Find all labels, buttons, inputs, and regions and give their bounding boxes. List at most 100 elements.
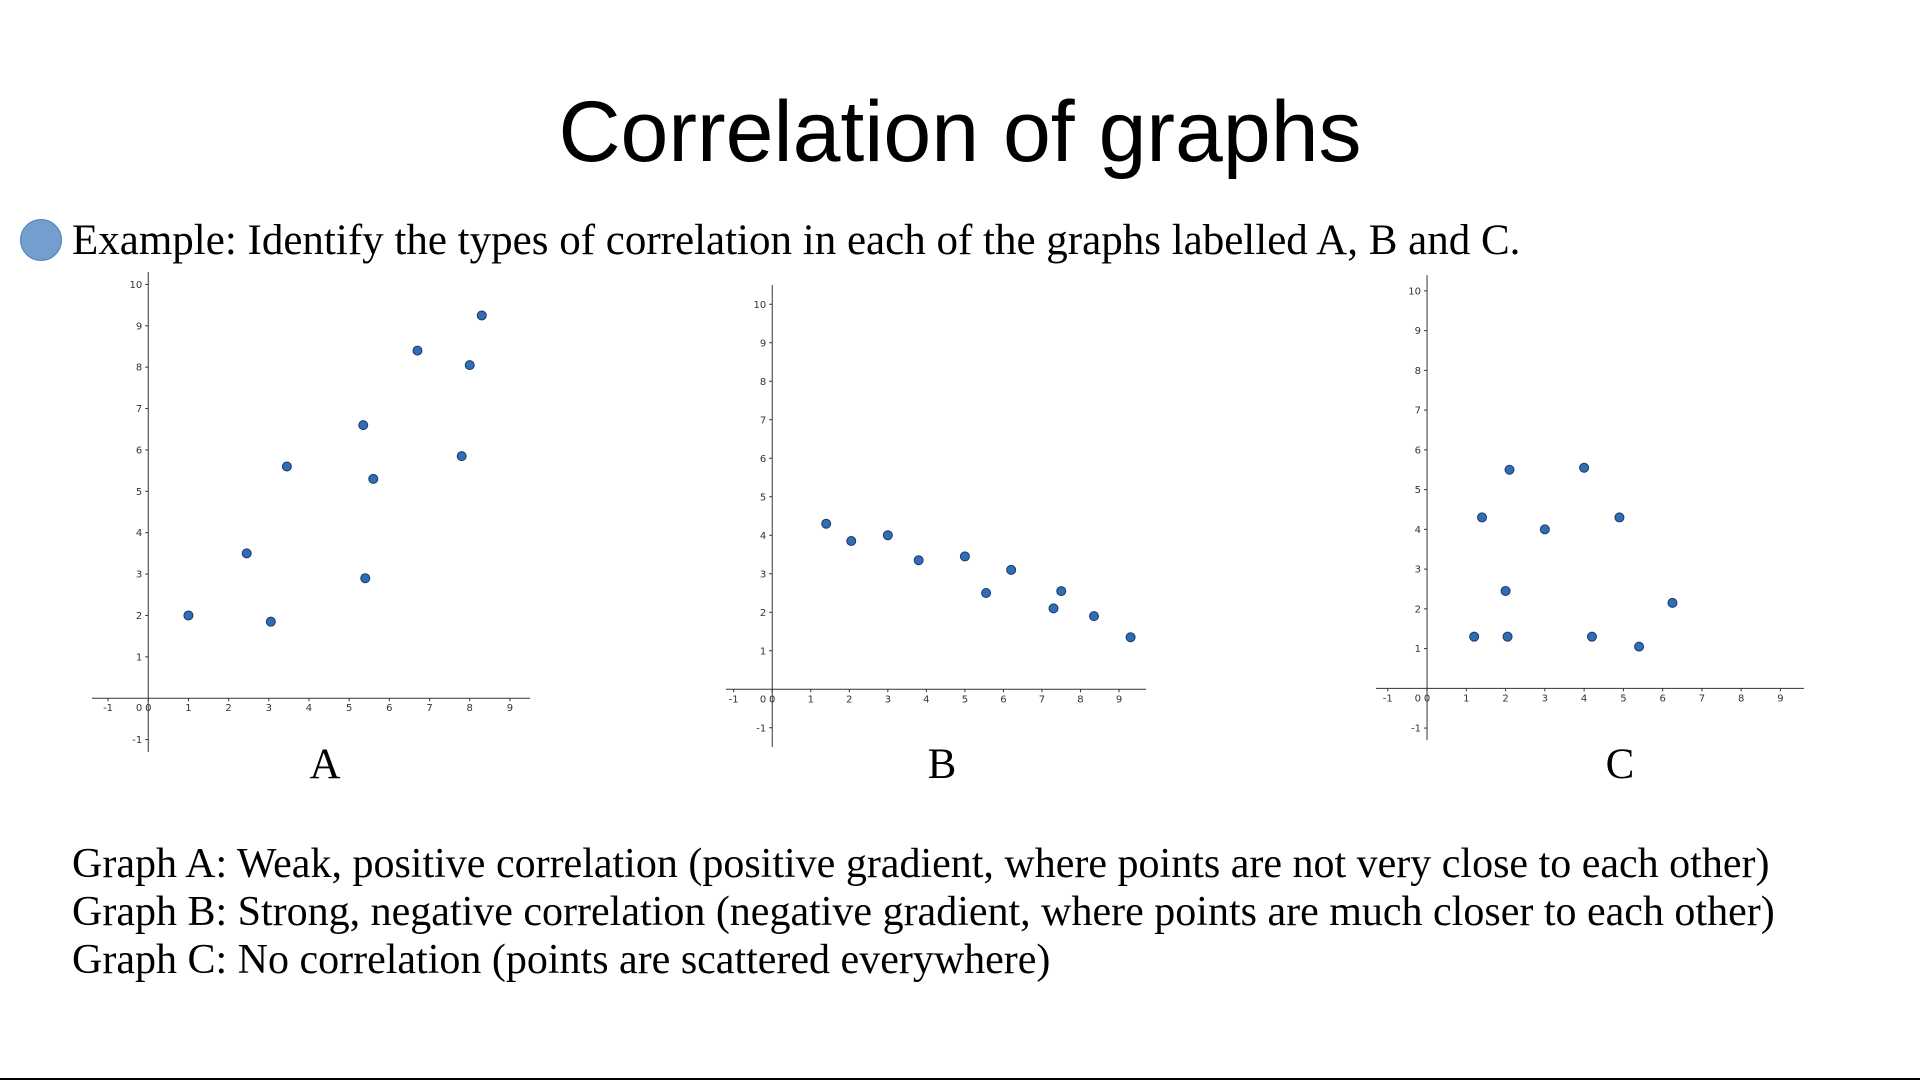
x-tick-label: 7 <box>426 703 432 714</box>
x-tick-label: 8 <box>467 703 473 714</box>
x-tick-label: 0 <box>769 694 775 705</box>
data-point <box>1006 564 1017 575</box>
data-point <box>981 588 992 598</box>
chart-label-a: A <box>309 741 341 788</box>
answer-graph-b: Graph B: Strong, negative correlation (n… <box>72 889 1775 935</box>
x-tick-label: 4 <box>306 703 312 714</box>
x-tick-label: 7 <box>1699 693 1705 704</box>
x-tick-label: 2 <box>1502 693 1508 704</box>
scatter-chart-a: -1 0 1 2 3 4 5 6 7 8 9 0 -1 1 2 3 4 5 6 7 8 9 10 <box>92 272 530 752</box>
y-tick-label: 10 <box>754 300 767 311</box>
data-point <box>882 530 893 541</box>
scatter-chart-b: -1 0 1 2 3 4 5 6 7 8 9 0 -1 1 2 3 4 5 6 7 8 9 10 <box>726 285 1146 747</box>
bullet-row: Example: Identify the types of correlati… <box>20 214 1520 266</box>
data-point <box>1634 641 1645 652</box>
y-tick-label: 1 <box>136 652 142 663</box>
x-tick-label: 5 <box>346 703 352 714</box>
y-tick-label: 1 <box>1415 644 1421 655</box>
bottom-rule <box>0 1078 1920 1080</box>
data-point <box>1502 631 1513 642</box>
y-tick-label: 2 <box>136 611 142 622</box>
data-point <box>913 555 924 566</box>
data-point <box>1469 631 1480 642</box>
y-tick-label: 6 <box>1415 445 1421 456</box>
x-tick-label: 6 <box>1000 694 1006 705</box>
answer-graph-a: Graph A: Weak, positive correlation (pos… <box>72 841 1770 887</box>
y-tick-label: 9 <box>760 338 766 349</box>
data-point <box>360 573 371 584</box>
x-tick-label: 2 <box>225 703 231 714</box>
data-point <box>1125 632 1136 643</box>
x-tick-label: 2 <box>846 694 852 705</box>
x-tick-label: 8 <box>1738 693 1744 704</box>
x-tick-label: 1 <box>1463 693 1469 704</box>
y-tick-label: 5 <box>136 487 142 498</box>
y-tick-label: 5 <box>1415 485 1421 496</box>
data-point <box>821 518 832 529</box>
answer-graph-c: Graph C: No correlation (points are scat… <box>72 937 1051 983</box>
x-tick-label: 4 <box>1581 693 1587 704</box>
y-tick-label: 4 <box>136 528 142 539</box>
x-tick-label: 5 <box>1620 693 1626 704</box>
data-point <box>1477 512 1488 523</box>
data-point <box>368 473 379 484</box>
data-point <box>183 610 194 621</box>
answers-block: Graph A: Weak, positive correlation (pos… <box>72 840 1775 984</box>
x-tick-label: 1 <box>808 694 814 705</box>
y-tick-label: -1 <box>1411 724 1421 735</box>
data-point <box>1614 512 1625 523</box>
data-point <box>1539 524 1550 535</box>
y-tick-label: 4 <box>1415 525 1421 536</box>
data-point <box>281 461 292 472</box>
y-tick-label: 2 <box>760 608 766 619</box>
origin-label: 0 <box>1415 693 1421 704</box>
x-tick-label: -1 <box>1383 693 1393 704</box>
x-tick-label: -1 <box>729 694 739 705</box>
chart-label-c: C <box>1605 741 1635 788</box>
x-tick-label: 9 <box>1777 693 1783 704</box>
data-point <box>1056 586 1067 597</box>
y-tick-label: 7 <box>1415 406 1421 417</box>
y-tick-label: 4 <box>760 531 766 542</box>
x-tick-label: 4 <box>923 694 929 705</box>
bullet-dot-icon <box>20 219 62 261</box>
x-tick-label: 5 <box>962 694 968 705</box>
y-tick-label: 6 <box>136 445 142 456</box>
x-tick-label: 6 <box>1659 693 1665 704</box>
x-tick-label: 9 <box>1116 694 1122 705</box>
x-tick-label: -1 <box>103 703 113 714</box>
y-tick-label: 10 <box>1408 286 1421 297</box>
y-tick-label: -1 <box>132 735 142 746</box>
y-tick-label: 3 <box>1415 565 1421 576</box>
x-tick-label: 0 <box>1424 693 1430 704</box>
data-point <box>1048 603 1059 614</box>
data-point <box>1504 464 1515 475</box>
y-tick-label: 3 <box>760 569 766 580</box>
y-tick-label: 8 <box>136 363 142 374</box>
data-point <box>265 616 276 627</box>
data-point <box>1088 611 1099 622</box>
data-point <box>1500 585 1511 596</box>
y-tick-label: 9 <box>136 321 142 332</box>
data-point <box>476 310 487 321</box>
y-tick-label: 8 <box>760 377 766 388</box>
data-point <box>358 420 369 431</box>
x-tick-label: 7 <box>1039 694 1045 705</box>
x-tick-label: 3 <box>885 694 891 705</box>
y-tick-label: -1 <box>756 723 766 734</box>
data-point <box>1586 631 1597 642</box>
origin-label: 0 <box>136 703 142 714</box>
data-point <box>456 451 467 462</box>
x-tick-label: 3 <box>1542 693 1548 704</box>
data-point <box>464 360 475 371</box>
scatter-chart-c: -1 0 1 2 3 4 5 6 7 8 9 0 -1 1 2 3 4 5 6 7 8 9 10 <box>1376 275 1804 740</box>
x-tick-label: 1 <box>185 703 191 714</box>
x-tick-label: 0 <box>145 703 151 714</box>
x-tick-label: 9 <box>507 703 513 714</box>
data-point <box>959 551 970 562</box>
y-tick-label: 7 <box>136 404 142 415</box>
y-tick-label: 7 <box>760 415 766 426</box>
x-tick-label: 3 <box>266 703 272 714</box>
data-point <box>1579 462 1590 473</box>
